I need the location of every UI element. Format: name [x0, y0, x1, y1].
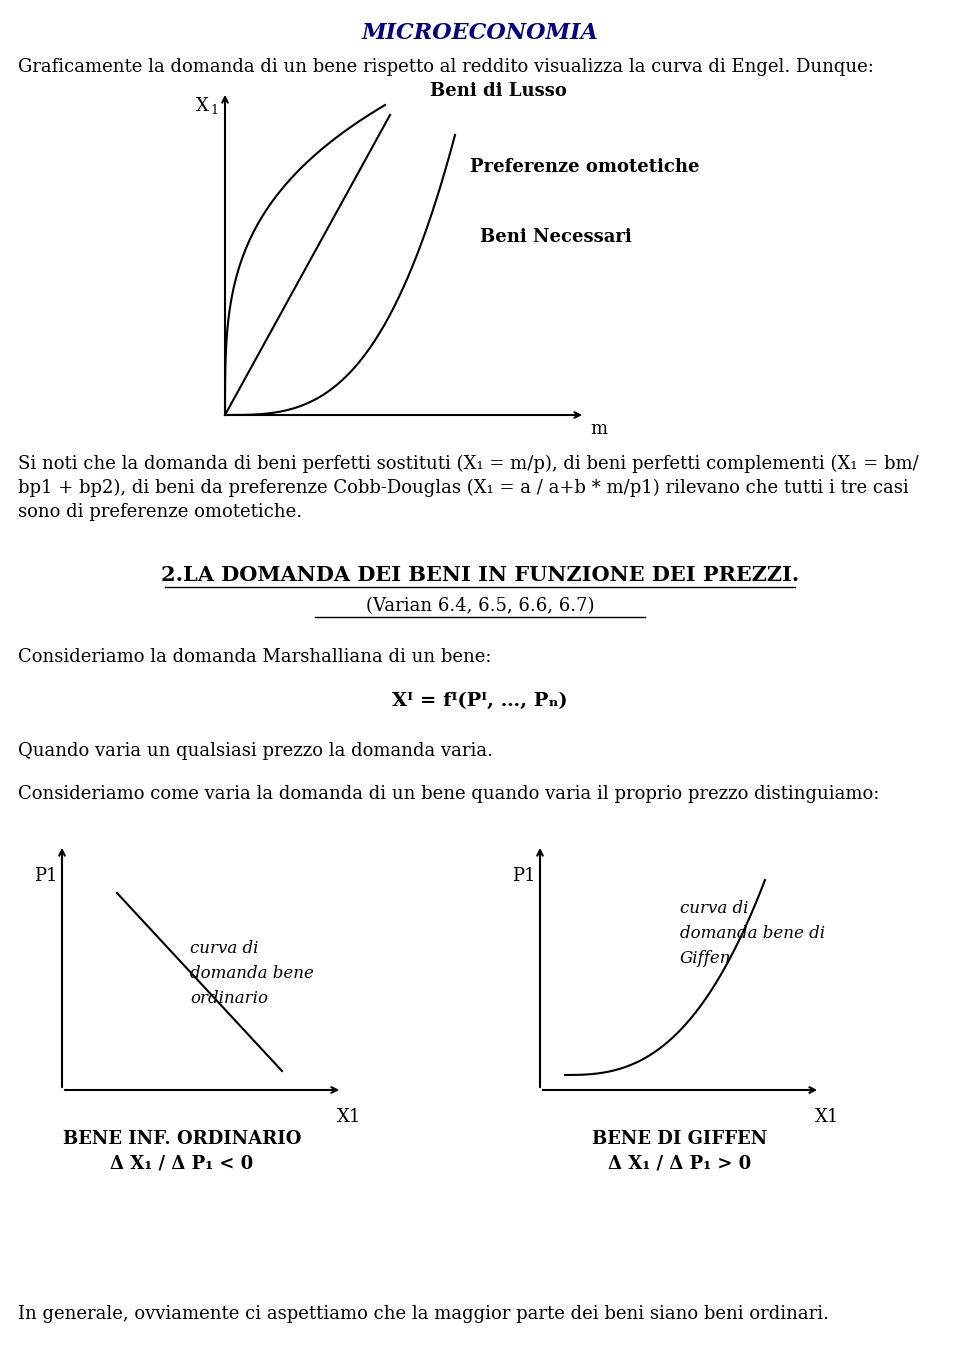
- Text: curva di
domanda bene di
Giffen: curva di domanda bene di Giffen: [680, 900, 826, 966]
- Text: X1: X1: [815, 1109, 839, 1126]
- Text: MICROECONOMIA: MICROECONOMIA: [362, 22, 598, 43]
- Text: Beni di Lusso: Beni di Lusso: [430, 81, 566, 100]
- Text: Si noti che la domanda di beni perfetti sostituti (X₁ = m/p), di beni perfetti c: Si noti che la domanda di beni perfetti …: [18, 455, 919, 474]
- Text: In generale, ovviamente ci aspettiamo che la maggior parte dei beni siano beni o: In generale, ovviamente ci aspettiamo ch…: [18, 1305, 829, 1323]
- Text: Xᴵ = fᴵ(Pᴵ, …, Pₙ): Xᴵ = fᴵ(Pᴵ, …, Pₙ): [393, 692, 567, 710]
- Text: Preferenze omotetiche: Preferenze omotetiche: [470, 157, 700, 176]
- Text: Beni Necessari: Beni Necessari: [480, 228, 632, 246]
- Text: curva di
domanda bene
ordinario: curva di domanda bene ordinario: [190, 940, 314, 1007]
- Text: Δ X₁ / Δ P₁ < 0: Δ X₁ / Δ P₁ < 0: [110, 1155, 253, 1172]
- Text: sono di preferenze omotetiche.: sono di preferenze omotetiche.: [18, 503, 302, 521]
- Text: BENE DI GIFFEN: BENE DI GIFFEN: [592, 1130, 768, 1148]
- Text: Δ X₁ / Δ P₁ > 0: Δ X₁ / Δ P₁ > 0: [609, 1155, 752, 1172]
- Text: m: m: [590, 421, 607, 438]
- Text: Graficamente la domanda di un bene rispetto al reddito visualizza la curva di En: Graficamente la domanda di un bene rispe…: [18, 58, 874, 76]
- Text: Consideriamo la domanda Marshalliana di un bene:: Consideriamo la domanda Marshalliana di …: [18, 649, 492, 666]
- Text: Quando varia un qualsiasi prezzo la domanda varia.: Quando varia un qualsiasi prezzo la doma…: [18, 742, 493, 760]
- Text: BENE INF. ORDINARIO: BENE INF. ORDINARIO: [62, 1130, 301, 1148]
- Text: P1: P1: [512, 867, 536, 885]
- Text: X: X: [196, 96, 209, 115]
- Text: 1: 1: [210, 104, 218, 117]
- Text: P1: P1: [34, 867, 58, 885]
- Text: X1: X1: [337, 1109, 361, 1126]
- Text: 2.LA DOMANDA DEI BENI IN FUNZIONE DEI PREZZI.: 2.LA DOMANDA DEI BENI IN FUNZIONE DEI PR…: [161, 565, 799, 585]
- Text: (Varian 6.4, 6.5, 6.6, 6.7): (Varian 6.4, 6.5, 6.6, 6.7): [366, 597, 594, 615]
- Text: Consideriamo come varia la domanda di un bene quando varia il proprio prezzo dis: Consideriamo come varia la domanda di un…: [18, 784, 879, 803]
- Text: bp1 + bp2), di beni da preferenze Cobb-Douglas (X₁ = a / a+b * m/p1) rilevano ch: bp1 + bp2), di beni da preferenze Cobb-D…: [18, 479, 909, 497]
